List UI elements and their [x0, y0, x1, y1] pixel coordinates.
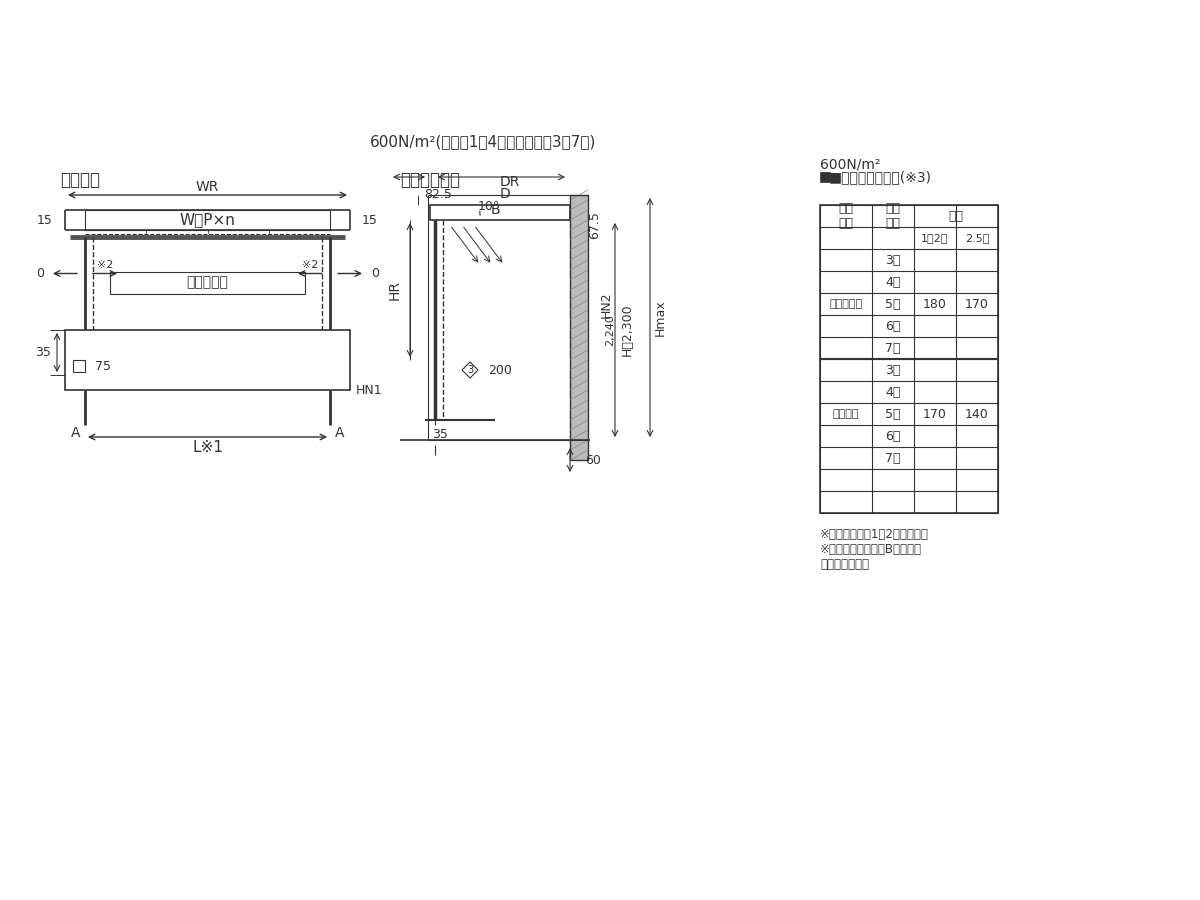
Text: L※1: L※1 — [192, 439, 223, 454]
Bar — [820, 172, 830, 182]
Text: 15: 15 — [37, 213, 53, 227]
Text: ※連結は呼称庅1～2間と同じ。: ※連結は呼称庅1～2間と同じ。 — [820, 528, 929, 541]
Text: 3: 3 — [467, 365, 473, 375]
Text: 5尺: 5尺 — [886, 408, 901, 420]
Text: 10°: 10° — [478, 201, 500, 213]
Text: A: A — [71, 426, 80, 440]
Text: HR: HR — [388, 280, 402, 300]
Text: HN2: HN2 — [600, 292, 613, 319]
Text: 呼称
奥行: 呼称 奥行 — [886, 202, 900, 230]
Text: 15: 15 — [362, 213, 378, 227]
Text: 7尺: 7尺 — [886, 341, 901, 355]
Text: DR: DR — [500, 175, 520, 189]
Text: 【アール型】: 【アール型】 — [400, 171, 460, 189]
Text: H＝2,300: H＝2,300 — [620, 303, 634, 356]
Text: W＝P×n: W＝P×n — [180, 212, 235, 228]
Text: 3尺: 3尺 — [886, 364, 901, 376]
Bar — [430, 205, 570, 220]
Text: 82.5: 82.5 — [424, 187, 452, 201]
Text: WR: WR — [196, 180, 220, 194]
Text: 7尺: 7尺 — [886, 452, 901, 464]
Text: 600N/m²: 600N/m² — [820, 158, 881, 172]
Text: 35: 35 — [35, 346, 50, 359]
Text: 【単体】: 【単体】 — [60, 171, 100, 189]
Text: 180: 180 — [923, 298, 947, 310]
Text: 屋根
形状: 屋根 形状 — [839, 202, 853, 230]
Text: フラット型: フラット型 — [829, 299, 863, 309]
Text: 5尺: 5尺 — [886, 298, 901, 310]
Text: 60: 60 — [586, 454, 601, 466]
Text: HN1: HN1 — [355, 383, 382, 397]
Text: Hmax: Hmax — [654, 299, 666, 336]
Text: 柱移動範囲: 柱移動範囲 — [186, 275, 228, 290]
Text: A: A — [335, 426, 344, 440]
Text: 2.5間: 2.5間 — [965, 233, 989, 243]
Text: ※2: ※2 — [302, 260, 318, 271]
Bar — [65, 330, 350, 390]
Bar — [820, 205, 998, 513]
Text: 6尺: 6尺 — [886, 320, 901, 332]
Text: 35: 35 — [432, 428, 448, 442]
Text: 75: 75 — [95, 359, 112, 373]
Text: ※2: ※2 — [97, 260, 113, 271]
Text: 200: 200 — [488, 364, 512, 376]
Text: 67.5: 67.5 — [588, 212, 601, 239]
Text: アール型: アール型 — [833, 409, 859, 419]
Text: 単体: 単体 — [948, 210, 964, 222]
Text: ※柱奥行移動範囲はBが標準の: ※柱奥行移動範囲はBが標準の — [820, 543, 922, 556]
Text: 140: 140 — [965, 408, 989, 420]
Bar — [570, 195, 588, 460]
Text: 170: 170 — [965, 298, 989, 310]
Text: 場合を示す。: 場合を示す。 — [820, 558, 869, 571]
Text: B: B — [490, 203, 500, 217]
Text: D: D — [499, 187, 510, 201]
Text: 2,240: 2,240 — [605, 314, 616, 346]
Text: 4尺: 4尺 — [886, 385, 901, 399]
Text: 4尺: 4尺 — [886, 275, 901, 289]
Text: 170: 170 — [923, 408, 947, 420]
Bar — [73, 360, 85, 372]
Text: 0: 0 — [371, 267, 379, 280]
Text: 3尺: 3尺 — [886, 254, 901, 266]
Text: 6尺: 6尺 — [886, 429, 901, 443]
Text: 0: 0 — [36, 267, 44, 280]
Text: 1〜2間: 1〜2間 — [922, 233, 949, 243]
Text: 600N/m²(呼称庅1～4間、呼称奥行3～7尺): 600N/m²(呼称庅1～4間、呼称奥行3～7尺) — [370, 134, 596, 149]
Text: ■柱奥行移動範囲(※3): ■柱奥行移動範囲(※3) — [828, 170, 931, 184]
Bar — [110, 272, 305, 293]
